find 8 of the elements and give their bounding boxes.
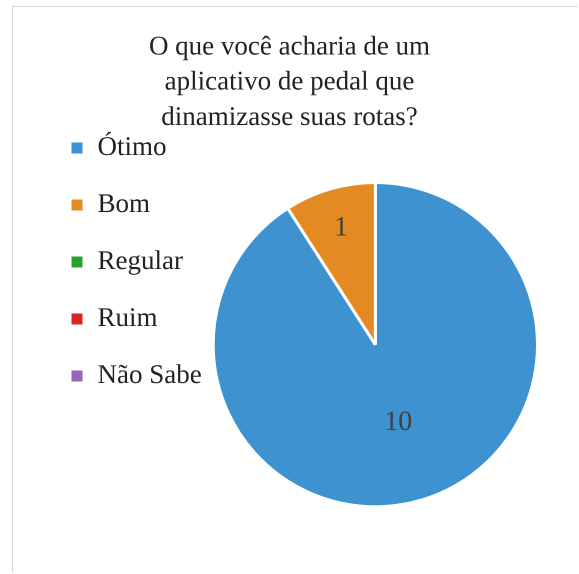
chart-title: O que você acharia de um aplicativo de pedal que dinamizasse suas rotas?	[148, 30, 430, 131]
legend-label: Regular	[98, 245, 183, 276]
legend-label: Ruim	[98, 302, 158, 332]
legend-label: Bom	[98, 188, 150, 218]
legend-label: Não Sabe	[98, 359, 202, 390]
data-label: 1	[334, 211, 348, 242]
data-label: 10	[384, 406, 412, 437]
legend-label: Ótimo	[98, 131, 167, 162]
